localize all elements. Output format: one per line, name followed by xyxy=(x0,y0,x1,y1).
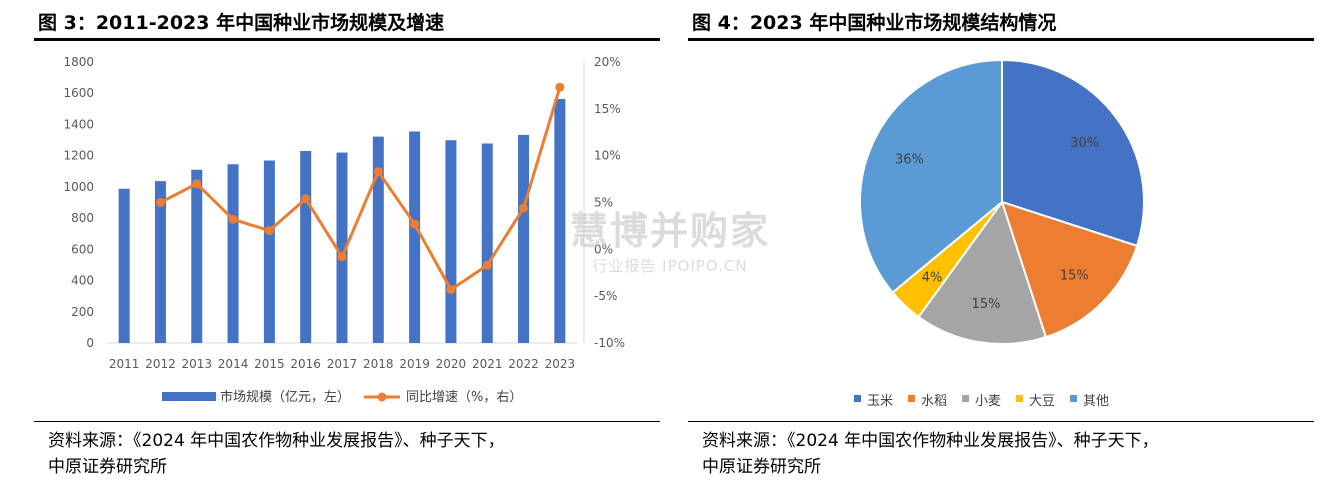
growth-point xyxy=(301,194,311,204)
x-tick-label: 2019 xyxy=(399,357,430,371)
figure-3-title: 图 3：2011-2023 年中国种业市场规模及增速 xyxy=(38,12,445,34)
y-right-tick-label: 5% xyxy=(594,196,613,210)
growth-point xyxy=(264,226,274,236)
legend-swatch xyxy=(1070,395,1077,402)
y-right-tick-label: 20% xyxy=(594,55,621,69)
pie-data-label: 30% xyxy=(1070,136,1099,151)
legend-bar-swatch xyxy=(162,392,216,401)
legend-label: 其他 xyxy=(1083,394,1109,409)
growth-point xyxy=(446,285,456,295)
y-right-tick-label: 10% xyxy=(594,149,621,163)
growth-point xyxy=(555,82,565,92)
pie-data-label: 36% xyxy=(895,152,924,167)
pie-data-label: 4% xyxy=(922,271,943,286)
legend-swatch xyxy=(962,395,969,402)
y-left-tick-label: 1800 xyxy=(63,55,94,69)
legend-swatch xyxy=(908,395,915,402)
growth-line xyxy=(159,86,562,292)
legend-line-marker xyxy=(377,392,387,402)
figure-4-source: 资料来源：《2024 年中国农作物种业发展报告》、种子天下， 中原证券研究所 xyxy=(702,428,1302,480)
y-left-tick-label: 800 xyxy=(71,211,94,225)
x-tick-label: 2016 xyxy=(290,357,321,371)
source-divider xyxy=(688,421,1314,422)
legend-swatch xyxy=(1016,395,1023,402)
source-line-2: 中原证券研究所 xyxy=(702,457,821,477)
bar xyxy=(300,150,312,343)
y-left-tick-label: 400 xyxy=(71,274,94,288)
source-divider xyxy=(34,421,660,422)
market-size-chart: 0 200 400 600 800 1000 1200 1400 1600 1800 -10% -5%… xyxy=(63,55,625,405)
structure-pie-chart: 30% 15% 15% 4% 36% 玉米 水稻 小麦 大豆 其他 xyxy=(854,58,1145,409)
growth-point xyxy=(373,167,383,177)
bar xyxy=(372,136,384,343)
y-left-tick-label: 1400 xyxy=(63,117,94,131)
bar xyxy=(518,134,530,343)
growth-point xyxy=(410,219,420,229)
pie-slice xyxy=(1001,58,1145,248)
legend-label: 玉米 xyxy=(867,394,893,409)
title-divider xyxy=(34,38,660,41)
x-tick-label: 2022 xyxy=(508,357,539,371)
y-left-tick-label: 1000 xyxy=(63,180,94,194)
source-line-1: 资料来源：《2024 年中国农作物种业发展报告》、种子天下， xyxy=(48,431,505,451)
pie-data-label: 15% xyxy=(972,297,1001,312)
growth-point xyxy=(337,252,347,262)
x-tick-label: 2018 xyxy=(363,357,394,371)
y-left-tick-label: 1600 xyxy=(63,86,94,100)
y-right-tick-label: -5% xyxy=(594,289,617,303)
y-right-tick-label: 15% xyxy=(594,102,621,116)
growth-point xyxy=(228,214,238,224)
x-tick-label: 2011 xyxy=(109,357,140,371)
bar xyxy=(481,143,493,343)
growth-point xyxy=(482,260,492,270)
y-left-tick-label: 200 xyxy=(71,305,94,319)
growth-point xyxy=(192,179,202,189)
legend-label: 大豆 xyxy=(1029,394,1055,409)
bar xyxy=(336,152,348,343)
bar xyxy=(154,181,166,343)
bar xyxy=(445,140,457,343)
x-tick-label: 2017 xyxy=(327,357,358,371)
figure-4-title: 图 4：2023 年中国种业市场规模结构情况 xyxy=(692,12,1057,34)
y-left-tick-label: 0 xyxy=(86,336,94,350)
x-tick-label: 2023 xyxy=(545,357,576,371)
growth-point xyxy=(519,203,529,213)
legend-label: 水稻 xyxy=(921,394,947,409)
x-tick-label: 2021 xyxy=(472,357,503,371)
legend-bar-label: 市场规模（亿元，左） xyxy=(220,389,350,405)
figure-3-source: 资料来源：《2024 年中国农作物种业发展报告》、种子天下， 中原证券研究所 xyxy=(48,428,648,480)
legend-label: 小麦 xyxy=(975,394,1001,409)
pie-slice xyxy=(917,199,1048,345)
legend-swatch xyxy=(854,395,861,402)
legend-line-label: 同比增速（%，右） xyxy=(406,390,522,405)
bar xyxy=(263,160,275,343)
growth-point xyxy=(155,198,165,207)
bar xyxy=(118,188,130,343)
x-tick-label: 2020 xyxy=(436,357,467,371)
source-line-1: 资料来源：《2024 年中国农作物种业发展报告》、种子天下， xyxy=(702,431,1159,451)
source-line-2: 中原证券研究所 xyxy=(48,457,167,477)
y-right-tick-label: -10% xyxy=(594,336,625,350)
x-tick-label: 2013 xyxy=(181,357,212,371)
title-divider xyxy=(688,38,1314,41)
y-right-tick-label: 0% xyxy=(594,242,613,256)
y-left-tick-label: 1200 xyxy=(63,149,94,163)
pie-data-label: 15% xyxy=(1060,268,1089,283)
y-left-tick-label: 600 xyxy=(71,242,94,256)
bar xyxy=(409,131,421,343)
bar xyxy=(191,169,203,343)
x-tick-label: 2012 xyxy=(145,357,176,371)
bar xyxy=(554,98,566,343)
x-tick-label: 2014 xyxy=(218,357,249,371)
pie-slice xyxy=(859,58,1003,294)
bar xyxy=(227,164,239,343)
x-tick-label: 2015 xyxy=(254,357,285,371)
